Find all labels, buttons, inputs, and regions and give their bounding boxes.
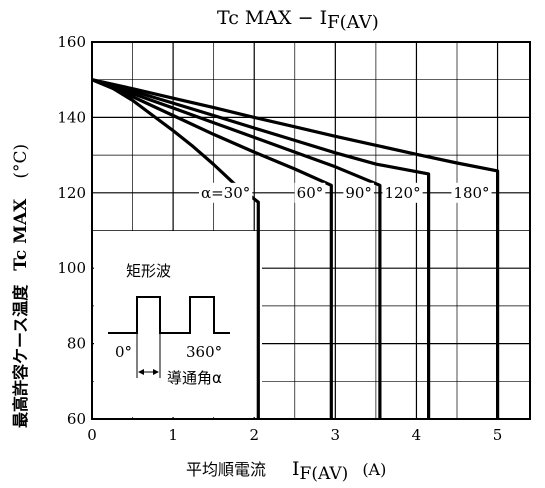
series-labels: α=30° 60° 90° 120° 180° bbox=[198, 182, 492, 203]
x-tick-labels: 0 1 2 3 4 5 bbox=[87, 426, 502, 444]
chart-title: Tc MAX − IF(AV) bbox=[217, 7, 379, 33]
inset-title: 矩形波 bbox=[126, 262, 171, 280]
y-tick-label: 160 bbox=[57, 33, 86, 51]
angle-arrow-head-left bbox=[138, 369, 144, 375]
series-label-backing bbox=[294, 182, 326, 203]
y-tick-labels: 60 80 100 120 140 160 bbox=[57, 33, 86, 428]
x-axis-label: 平均順電流 IF(AV) (A) bbox=[186, 458, 386, 484]
series-label: α=30° bbox=[201, 184, 250, 202]
x-tick-label: 4 bbox=[412, 426, 422, 444]
series-label: 60° bbox=[297, 184, 324, 202]
x-tick-label: 5 bbox=[493, 426, 503, 444]
inset-start-label: 0° bbox=[115, 343, 132, 361]
plot-frame bbox=[91, 41, 531, 420]
series-line bbox=[91, 78, 333, 419]
series-label-backing bbox=[198, 182, 253, 203]
series-line bbox=[91, 78, 431, 419]
y-tick-label: 100 bbox=[57, 259, 86, 277]
plot-area bbox=[91, 41, 531, 420]
y-tick-label: 80 bbox=[67, 335, 86, 353]
inset-end-label: 360° bbox=[186, 343, 222, 361]
y-axis-label: 最高許容ケース温度Tc MAX(°C) bbox=[11, 144, 31, 428]
series-label: 120° bbox=[384, 184, 420, 202]
x-tick-label: 0 bbox=[87, 426, 97, 444]
inset-waveform: 矩形波 0° 360° 導通角α bbox=[108, 262, 230, 387]
svg-text:最高許容ケース温度Tc MAX(°C): 最高許容ケース温度Tc MAX(°C) bbox=[11, 144, 31, 428]
series-label-backing bbox=[343, 182, 374, 203]
y-tick-label: 120 bbox=[57, 184, 86, 202]
series-label: 180° bbox=[453, 184, 489, 202]
series-label-backing bbox=[382, 182, 423, 203]
inset-panel bbox=[94, 231, 262, 417]
x-tick-label: 3 bbox=[331, 426, 341, 444]
y-tick-label: 60 bbox=[67, 410, 86, 428]
series-line bbox=[91, 78, 382, 419]
x-tick-label: 2 bbox=[249, 426, 259, 444]
series-label: 90° bbox=[345, 184, 372, 202]
x-tick-label: 1 bbox=[168, 426, 178, 444]
series-label-backing bbox=[451, 182, 492, 203]
square-wave bbox=[108, 296, 230, 334]
series-line bbox=[91, 78, 500, 419]
angle-arrow-head-right bbox=[153, 369, 159, 375]
inset-angle-label: 導通角α bbox=[167, 369, 222, 387]
y-tick-label: 140 bbox=[57, 108, 86, 126]
